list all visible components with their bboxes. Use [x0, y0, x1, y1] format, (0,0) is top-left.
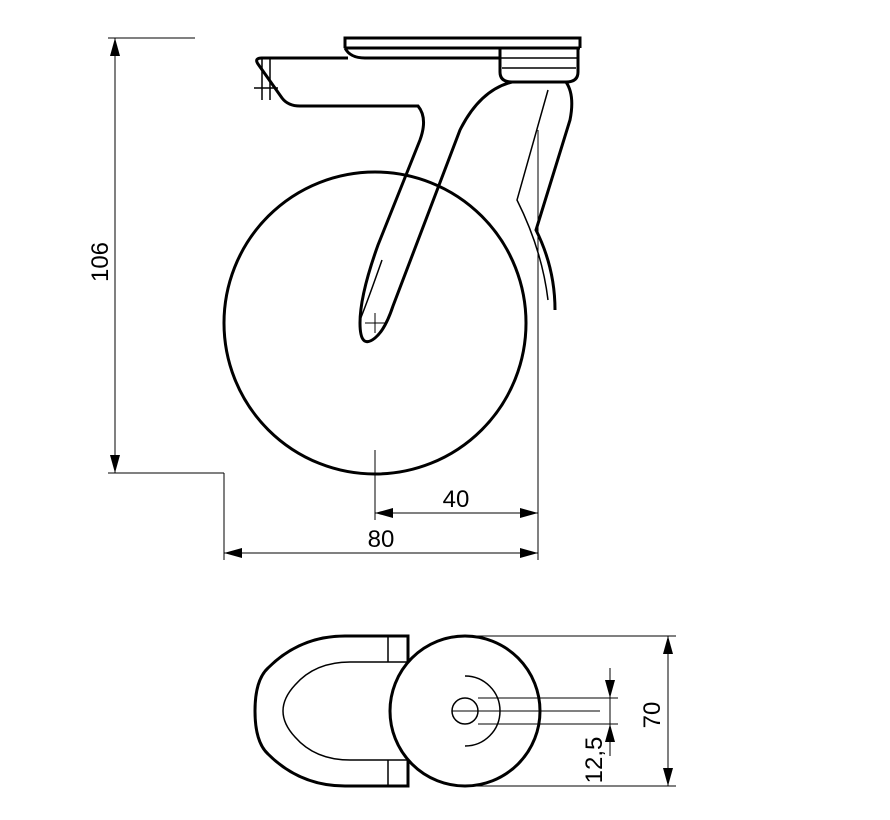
top-view: 70 12,5: [255, 636, 676, 786]
side-view: 106 80 40: [87, 38, 580, 560]
dim-106-label: 106: [87, 242, 114, 282]
technical-drawing: 106 80 40: [0, 0, 890, 820]
dim-40: 40: [375, 450, 538, 520]
top-bracket: [255, 636, 408, 786]
swivel-collar: [500, 48, 578, 82]
dim-70-label: 70: [639, 702, 666, 729]
dim-12-5: 12,5: [478, 668, 618, 783]
dim-12-5-label: 12,5: [581, 737, 608, 784]
dim-106: 106: [87, 38, 224, 473]
dim-80-label: 80: [368, 526, 395, 553]
dim-40-label: 40: [443, 486, 470, 513]
fork-inner: [517, 90, 548, 300]
fork-outline: [257, 58, 512, 342]
dim-80: 80: [224, 130, 538, 560]
